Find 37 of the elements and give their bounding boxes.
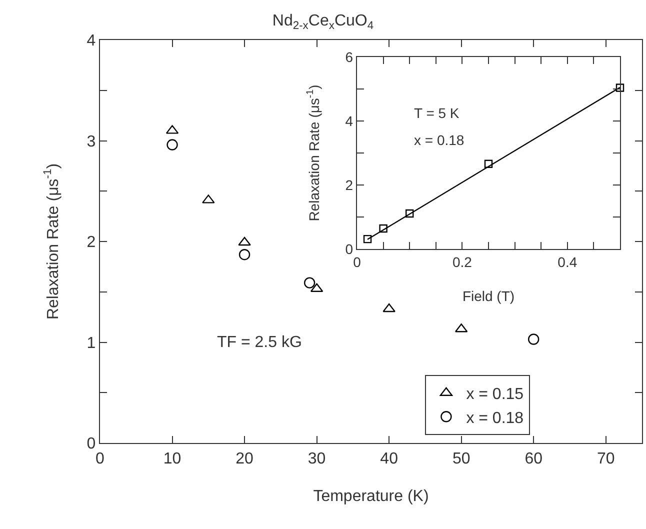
- point: [484, 160, 493, 168]
- x-tick-label: 50: [452, 450, 470, 468]
- point: [379, 224, 388, 233]
- y-tick-label: 2: [86, 234, 96, 252]
- x-tick-label: 40: [380, 450, 398, 468]
- annotation: T = 5 K: [414, 105, 460, 121]
- point: [528, 334, 540, 345]
- y-tick-label: 3: [86, 133, 96, 150]
- y-tick-label: 2: [345, 176, 354, 193]
- y-tick-label: 4: [345, 112, 354, 129]
- point: [406, 209, 414, 218]
- x-axis-title: Temperature (K): [313, 488, 429, 506]
- x-tick-label: 20: [236, 450, 254, 468]
- y-tick-label: 0: [86, 436, 96, 453]
- point: [166, 139, 178, 150]
- y-tick-label: 0: [345, 240, 354, 257]
- x-axis-title: Field (T): [462, 288, 515, 304]
- legend-label: x = 0.18: [466, 410, 524, 427]
- x-tick-label: 60: [524, 450, 543, 468]
- legend-label: x = 0.15: [466, 386, 524, 404]
- x-tick-label: 70: [596, 450, 615, 468]
- x-tick-label: 30: [308, 450, 326, 468]
- point: [382, 303, 396, 312]
- x-tick-label: 0.2: [452, 254, 472, 270]
- point: [616, 84, 624, 92]
- point: [363, 234, 372, 244]
- y-tick-label: 4: [86, 32, 96, 50]
- annotation: x = 0.18: [414, 132, 464, 148]
- y-tick-label: 1: [86, 334, 96, 352]
- chart-title: Nd$_{2-x}$Ce$_{x}$CuO$_{4}$: [272, 12, 374, 32]
- point: [304, 277, 316, 288]
- annotation: TF = 2.5 kG: [217, 334, 302, 351]
- x-tick-label: 0.4: [558, 254, 578, 270]
- point: [238, 236, 251, 246]
- point: [238, 249, 250, 260]
- x-tick-label: 10: [163, 450, 182, 468]
- y-tick-label: 6: [345, 48, 354, 65]
